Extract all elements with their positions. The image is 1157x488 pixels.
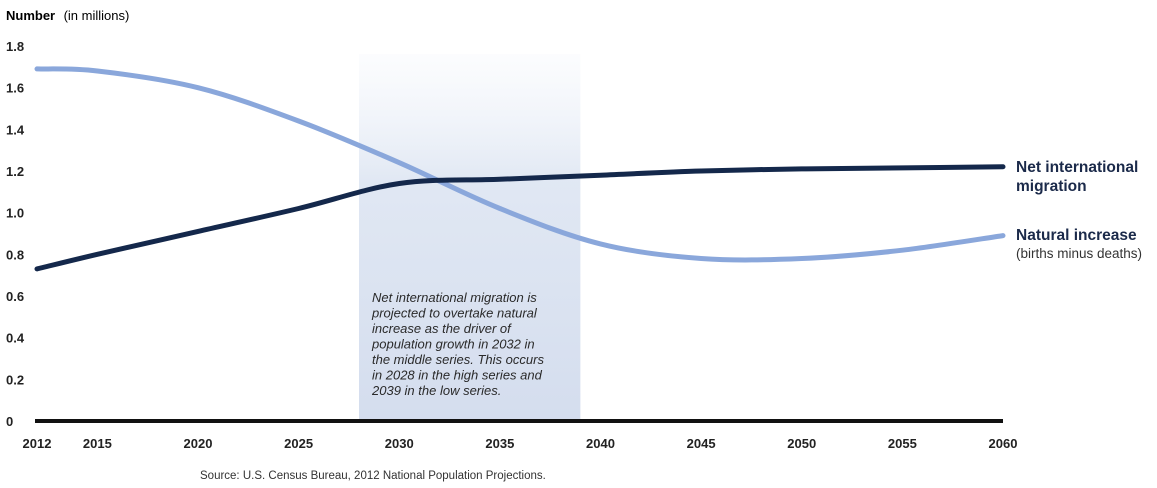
- x-tick-label: 2055: [888, 436, 917, 451]
- series-sublabel-natural-increase: (births minus deaths): [1016, 246, 1142, 261]
- x-tick-label: 2040: [586, 436, 615, 451]
- annotation-line: population growth in 2032 in: [371, 337, 535, 352]
- source-note: Source: U.S. Census Bureau, 2012 Nationa…: [200, 470, 546, 482]
- annotation-line: in 2028 in the high series and: [372, 368, 543, 383]
- annotation-line: projected to overtake natural: [371, 306, 538, 321]
- highlight-band: [359, 54, 581, 421]
- x-tick-label: 2050: [787, 436, 816, 451]
- x-tick-label: 2035: [485, 436, 514, 451]
- x-tick-label: 2020: [184, 436, 213, 451]
- y-tick-label: 1.2: [6, 164, 24, 179]
- series-line-natural-increase: [34, 66, 1006, 263]
- y-tick-label: 0.2: [6, 372, 24, 387]
- series-label-natural-increase: Natural increase: [1016, 227, 1137, 244]
- series-labels: Net international migration Natural increa…: [1016, 159, 1142, 261]
- x-tick-label: 2025: [284, 436, 313, 451]
- x-tick-label: 2060: [989, 436, 1018, 451]
- x-tick-label: 2012: [23, 436, 52, 451]
- y-axis: 0 0.2 0.4 0.6 0.8 1.0 1.2 1.4 1.6 1.8: [6, 39, 25, 429]
- y-tick-label: 0.8: [6, 247, 24, 262]
- series-label-net-international-migration: migration: [1016, 178, 1087, 195]
- y-tick-label: 0.6: [6, 289, 24, 304]
- x-tick-label: 2015: [83, 436, 112, 451]
- y-tick-label: 0: [6, 414, 13, 429]
- y-axis-title: Number (in millions): [6, 7, 129, 24]
- annotation-line: the middle series. This occurs: [372, 352, 544, 367]
- series-lines: [34, 66, 1006, 272]
- annotation-line: Net international migration is: [372, 290, 537, 305]
- x-tick-label: 2045: [687, 436, 716, 451]
- y-axis-unit: (in millions): [64, 8, 130, 23]
- y-tick-label: 1.6: [6, 81, 24, 96]
- series-label-net-international-migration: Net international: [1016, 159, 1138, 176]
- annotation-line: increase as the driver of: [372, 321, 512, 336]
- annotation: Net international migration isprojected …: [371, 290, 544, 398]
- y-tick-label: 0.4: [6, 331, 25, 346]
- series-line-net-international-migration: [34, 164, 1006, 272]
- y-tick-label: 1.8: [6, 39, 24, 54]
- y-tick-label: 1.0: [6, 206, 24, 221]
- y-tick-label: 1.4: [6, 122, 25, 137]
- annotation-line: 2039 in the low series.: [371, 383, 501, 398]
- y-axis-label: Number: [6, 8, 55, 23]
- x-tick-label: 2030: [385, 436, 414, 451]
- x-axis: 2012 2015 2020 2025 2030 2035 2040 2045 2050 2055…: [23, 436, 1018, 451]
